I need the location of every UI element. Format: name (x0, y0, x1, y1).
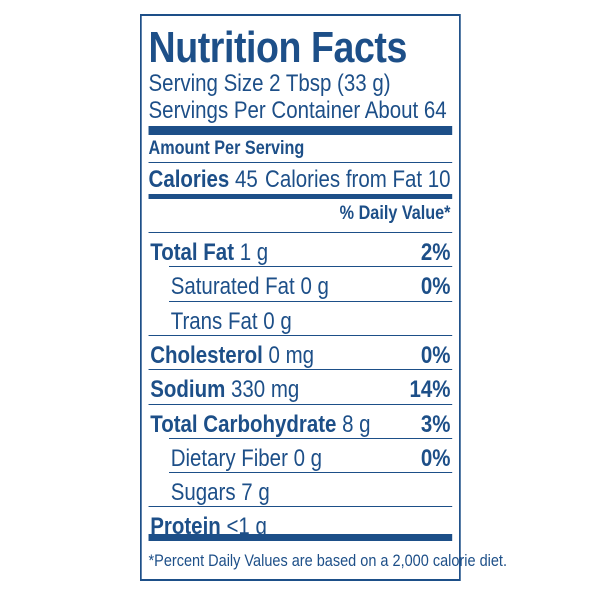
daily-value: 0% (420, 444, 451, 472)
daily-value: 14% (409, 376, 451, 404)
thick-rule (148, 126, 453, 135)
calories-label: Calories (148, 166, 230, 193)
nutrient-line: Cholesterol 0 mg (150, 342, 314, 370)
nutrient-line: Trans Fat 0 g (171, 308, 292, 336)
nutrient-amount: 7 g (241, 479, 270, 507)
nutrient-amount: 0 g (300, 273, 329, 301)
nutrient-name: Saturated Fat (170, 273, 295, 301)
servings-per-container: Servings Per Container About 64 (148, 97, 447, 124)
nutrient-name: Sugars (170, 479, 236, 507)
footnote: *Percent Daily Values are based on a 2,0… (148, 551, 507, 570)
medium-rule (148, 194, 453, 199)
thick-rule (148, 534, 453, 541)
nutrient-amount: 0 g (263, 307, 292, 335)
nutrient-line: Sugars 7 g (171, 479, 270, 507)
calories-value: 45 (235, 166, 258, 193)
nutrient-row: Cholesterol 0 mg 0% (148, 334, 453, 370)
nutrient-row: Total Fat 1 g 2% (148, 232, 453, 267)
rule (148, 162, 453, 163)
nutrient-row: Sodium 330 mg 14% (148, 369, 453, 404)
amount-per-serving: Amount Per Serving (148, 138, 305, 159)
nutrient-row: Dietary Fiber 0 g 0% (169, 437, 453, 473)
nutrition-label: Nutrition Facts Serving Size 2 Tbsp (33 … (140, 14, 507, 581)
nutrient-name: Total Carbohydrate (150, 410, 337, 438)
nutrient-line: Sodium 330 mg (150, 376, 299, 404)
calories-line: Calories 45 (149, 168, 258, 192)
nutrient-amount: 8 g (342, 410, 371, 438)
nutrient-line: Dietary Fiber 0 g (171, 445, 322, 473)
daily-value: 0% (420, 273, 451, 301)
nutrient-line: Total Carbohydrate 8 g (150, 411, 370, 439)
nutrient-line: Saturated Fat 0 g (171, 273, 329, 301)
nutrient-amount: 0 g (293, 444, 323, 472)
daily-value: 3% (420, 410, 451, 438)
daily-value: 0% (420, 341, 451, 369)
nutrient-name: Dietary Fiber (170, 444, 288, 472)
serving-size: Serving Size 2 Tbsp (33 g) (148, 70, 391, 97)
daily-value: 2% (420, 239, 451, 266)
nutrient-name: Trans Fat (170, 307, 258, 335)
nutrient-name: Cholesterol (150, 341, 263, 369)
nutrient-row: Saturated Fat 0 g 0% (169, 266, 453, 301)
nutrient-amount: 330 mg (230, 376, 300, 404)
nutrient-name: Total Fat (150, 239, 235, 266)
nutrient-row: Total Carbohydrate 8 g 3% (148, 403, 453, 439)
daily-value-header: % Daily Value* (339, 203, 451, 224)
nutrient-line: Total Fat 1 g (150, 239, 268, 267)
nutrient-amount: 1 g (239, 239, 269, 266)
nutrient-row: Trans Fat 0 g (169, 300, 453, 336)
nutrient-name: Sodium (150, 376, 226, 404)
nutrient-amount: 0 mg (268, 341, 315, 369)
calories-from-fat: Calories from Fat 10 (265, 166, 451, 193)
title: Nutrition Facts (148, 23, 408, 72)
nutrient-row: Sugars 7 g (169, 472, 453, 507)
